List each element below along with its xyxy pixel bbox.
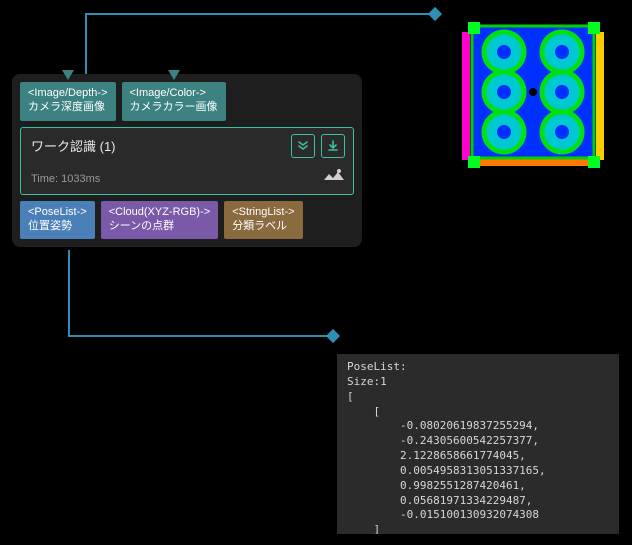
node-panel: <Image/Depth->カメラ深度画像<Image/Color->カメラカラ…	[12, 74, 362, 247]
port-type-label: <Cloud(XYZ-RGB)->	[109, 205, 210, 219]
download-icon[interactable]	[321, 134, 345, 158]
input-port-color[interactable]: <Image/Color->カメラカラー画像	[122, 82, 226, 121]
preview-thumbnail[interactable]	[444, 8, 622, 186]
port-type-label: <StringList->	[232, 205, 294, 219]
node-time-label: Time: 1033ms	[31, 173, 343, 185]
port-label: 分類ラベル	[232, 219, 294, 233]
port-label: カメラカラー画像	[130, 100, 218, 114]
port-label: カメラ深度画像	[28, 100, 108, 114]
connector-diamond-top	[428, 7, 442, 21]
port-type-label: <Image/Color->	[130, 86, 218, 100]
visibility-icon[interactable]	[323, 167, 345, 188]
port-arrow-icon	[62, 70, 74, 80]
input-port-depth[interactable]: <Image/Depth->カメラ深度画像	[20, 82, 116, 121]
node-body[interactable]: ワーク認識 (1) Time: 1033ms	[20, 127, 354, 195]
pose-output-panel: PoseList: Size:1 [ [ -0.0802061983725529…	[337, 354, 619, 534]
port-type-label: <PoseList->	[28, 205, 87, 219]
output-port-cloud[interactable]: <Cloud(XYZ-RGB)->シーンの点群	[101, 201, 218, 240]
port-arrow-icon	[168, 70, 180, 80]
port-label: 位置姿勢	[28, 219, 87, 233]
expand-down-icon[interactable]	[291, 134, 315, 158]
output-port-pose[interactable]: <PoseList->位置姿勢	[20, 201, 95, 240]
port-type-label: <Image/Depth->	[28, 86, 108, 100]
connector-diamond-bottom	[326, 329, 340, 343]
port-label: シーンの点群	[109, 219, 210, 233]
output-port-str[interactable]: <StringList->分類ラベル	[224, 201, 302, 240]
